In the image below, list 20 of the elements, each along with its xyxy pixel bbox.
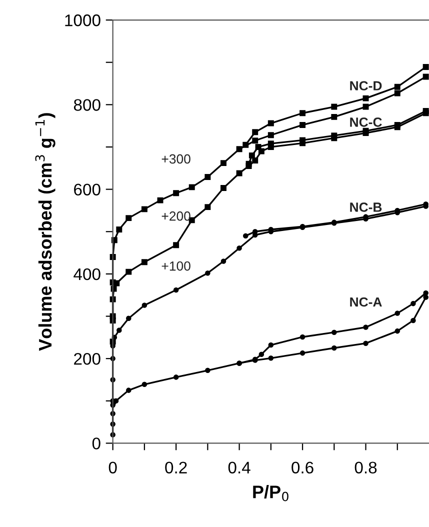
x-axis-title: P/P$_{0}$ <box>253 485 288 502</box>
y-tick-label: 1000 <box>65 14 100 26</box>
annotation: NC-A <box>350 297 382 307</box>
annotation: NC-C <box>350 117 382 127</box>
y-tick-label: 600 <box>74 184 100 196</box>
annotation: +300 <box>162 154 190 164</box>
y-tick-label: 0 <box>92 438 100 450</box>
x-tick-label: 0.8 <box>354 462 377 474</box>
x-tick-label: 0 <box>108 462 117 474</box>
y-tick-label: 200 <box>74 352 100 365</box>
annotation: NC-D <box>350 81 382 90</box>
y-axis-title: Volume adsorbed (cm$^{3}$ g$^{−1}$) <box>35 113 56 351</box>
x-tick-label: 0.6 <box>292 462 314 474</box>
annotation: +100 <box>162 261 190 271</box>
y-tick-label: 400 <box>74 268 100 280</box>
annotation: +200 <box>162 211 190 221</box>
x-tick-label: 0.2 <box>165 462 187 474</box>
annotation: NC-B <box>350 202 382 212</box>
x-tick-label: 0.4 <box>228 462 250 474</box>
y-tick-label: 800 <box>74 99 100 111</box>
